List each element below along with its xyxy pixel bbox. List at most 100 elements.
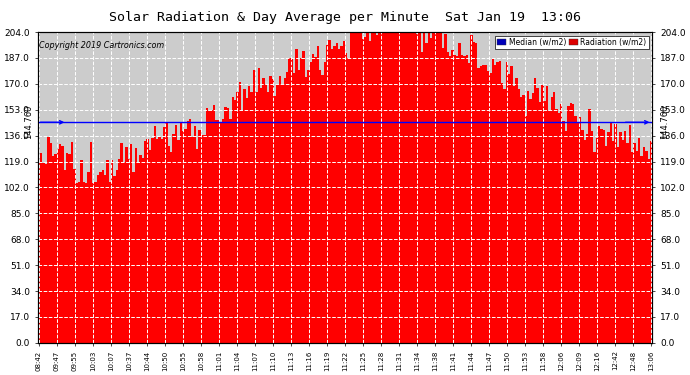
Bar: [378, 24, 380, 343]
Bar: [42, 164, 45, 343]
Bar: [622, 140, 624, 343]
Bar: [400, 23, 402, 343]
Bar: [71, 141, 73, 343]
Bar: [572, 104, 574, 343]
Bar: [244, 90, 246, 343]
Bar: [546, 86, 549, 343]
Bar: [362, 39, 364, 343]
Bar: [66, 153, 68, 343]
Bar: [444, 34, 446, 343]
Text: 144.760: 144.760: [24, 105, 33, 140]
Bar: [274, 96, 277, 343]
Bar: [95, 182, 97, 343]
Bar: [376, 35, 378, 343]
Bar: [602, 129, 605, 343]
Bar: [189, 118, 191, 343]
Bar: [322, 75, 324, 343]
Bar: [446, 52, 449, 343]
Bar: [146, 139, 149, 343]
Bar: [458, 43, 461, 343]
Bar: [184, 129, 186, 343]
Bar: [442, 48, 444, 343]
Bar: [551, 97, 553, 343]
Bar: [168, 146, 170, 343]
Bar: [491, 57, 494, 343]
Bar: [388, 23, 390, 343]
Bar: [241, 111, 244, 343]
Bar: [328, 40, 331, 343]
Bar: [186, 122, 189, 343]
Bar: [624, 131, 627, 343]
Bar: [532, 93, 534, 343]
Bar: [477, 68, 480, 343]
Bar: [598, 126, 600, 343]
Bar: [425, 43, 428, 343]
Bar: [90, 142, 92, 343]
Bar: [397, 23, 400, 343]
Bar: [350, 23, 352, 343]
Bar: [522, 95, 524, 343]
Bar: [113, 176, 116, 343]
Bar: [73, 169, 75, 343]
Bar: [269, 76, 272, 343]
Bar: [219, 122, 222, 343]
Bar: [319, 70, 322, 343]
Bar: [416, 34, 418, 343]
Bar: [265, 84, 267, 343]
Bar: [293, 74, 295, 343]
Bar: [213, 105, 215, 343]
Bar: [650, 141, 652, 343]
Bar: [158, 137, 161, 343]
Bar: [92, 183, 95, 343]
Bar: [59, 144, 61, 343]
Bar: [139, 155, 141, 343]
Bar: [260, 88, 262, 343]
Bar: [449, 56, 451, 343]
Bar: [404, 23, 406, 343]
Bar: [619, 132, 622, 343]
Bar: [565, 131, 567, 343]
Bar: [310, 62, 312, 343]
Bar: [239, 82, 241, 343]
Bar: [125, 147, 128, 343]
Bar: [468, 63, 471, 343]
Bar: [607, 132, 610, 343]
Bar: [312, 54, 314, 343]
Bar: [80, 160, 83, 343]
Bar: [101, 170, 104, 343]
Bar: [175, 125, 177, 343]
Bar: [85, 183, 88, 343]
Bar: [473, 42, 475, 343]
Bar: [539, 102, 541, 343]
Bar: [373, 25, 376, 343]
Bar: [504, 89, 506, 343]
Bar: [246, 99, 248, 343]
Bar: [182, 131, 184, 343]
Bar: [627, 142, 629, 343]
Bar: [615, 124, 617, 343]
Bar: [456, 56, 458, 343]
Bar: [591, 131, 593, 343]
Bar: [371, 23, 373, 343]
Bar: [451, 50, 454, 343]
Bar: [511, 66, 513, 343]
Bar: [130, 144, 132, 343]
Bar: [586, 134, 589, 343]
Bar: [560, 104, 562, 343]
Bar: [643, 147, 645, 343]
Bar: [577, 122, 579, 343]
Bar: [141, 158, 144, 343]
Bar: [317, 46, 319, 343]
Bar: [574, 116, 577, 343]
Bar: [482, 65, 484, 343]
Bar: [232, 97, 234, 343]
Bar: [248, 86, 250, 343]
Bar: [257, 68, 260, 343]
Bar: [579, 117, 582, 343]
Bar: [355, 32, 357, 343]
Bar: [250, 92, 253, 343]
Bar: [208, 111, 210, 343]
Bar: [149, 150, 151, 343]
Bar: [347, 58, 350, 343]
Bar: [194, 126, 196, 343]
